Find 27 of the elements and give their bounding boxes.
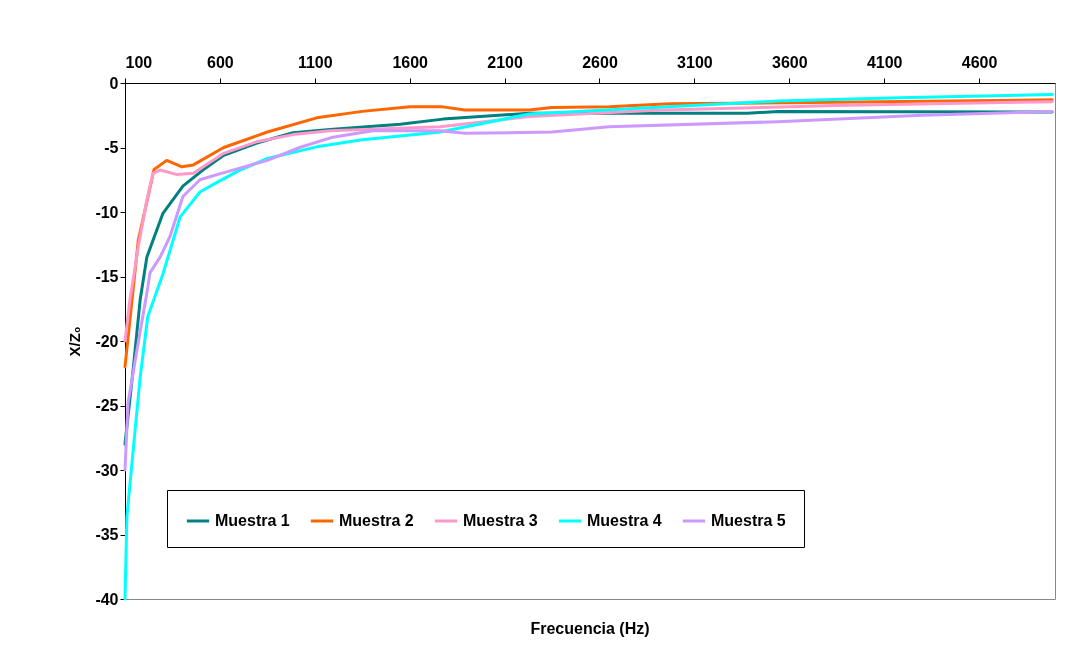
legend-label: Muestra 1 bbox=[215, 512, 290, 529]
y-tick-label: -5 bbox=[104, 139, 119, 156]
y-tick-label: -25 bbox=[95, 397, 119, 414]
y-tick-label: -30 bbox=[95, 461, 119, 479]
legend-label: Muestra 2 bbox=[339, 512, 414, 529]
x-tick-label: 3600 bbox=[771, 53, 808, 71]
x-tick-label: 3100 bbox=[677, 53, 713, 71]
y-tick-label: 0 bbox=[109, 74, 119, 92]
x-tick-label: 600 bbox=[207, 53, 234, 71]
y-tick-label: -10 bbox=[95, 203, 119, 221]
x-tick-label: 1100 bbox=[297, 53, 333, 71]
x-tick-label: 100 bbox=[125, 53, 153, 71]
x-tick-label: 4600 bbox=[961, 53, 998, 71]
y-axis-title: X/Z₀ bbox=[66, 326, 84, 357]
line-series bbox=[123, 93, 1054, 601]
legend-label: Muestra 5 bbox=[711, 512, 786, 529]
x-tick-label: 2600 bbox=[582, 53, 618, 71]
x-tick-label: 4100 bbox=[866, 53, 903, 71]
legend-label: Muestra 3 bbox=[463, 512, 538, 529]
y-tick-label: -15 bbox=[95, 268, 119, 285]
y-tick-label: -40 bbox=[95, 590, 119, 608]
y-tick-label: -35 bbox=[95, 526, 119, 543]
y-tick-label: -20 bbox=[95, 332, 119, 350]
x-axis-title: Frecuencia (Hz) bbox=[530, 620, 650, 637]
x-tick-label: 1600 bbox=[392, 53, 429, 71]
legend-label: Muestra 4 bbox=[587, 512, 662, 529]
x-tick-label: 2100 bbox=[487, 53, 523, 71]
